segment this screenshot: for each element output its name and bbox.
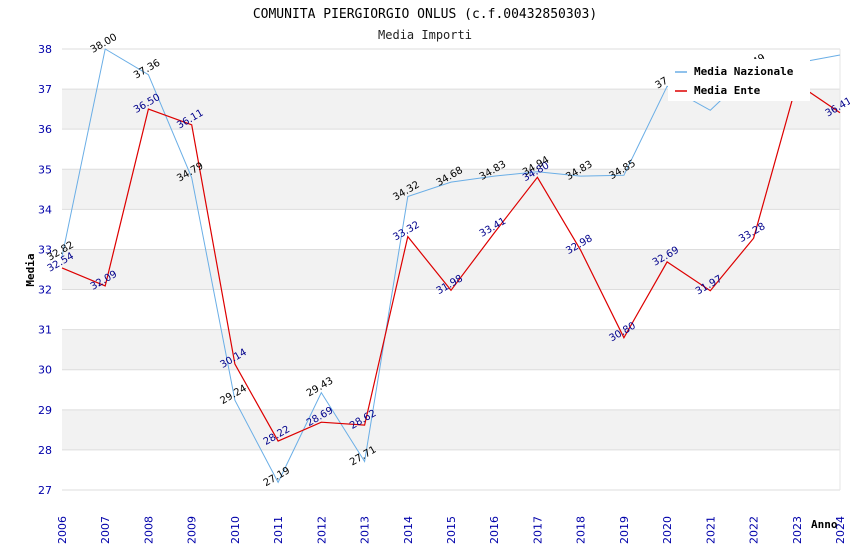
legend-box [668, 59, 810, 101]
x-tick-label: 2012 [315, 516, 328, 544]
x-tick-label: 2009 [186, 516, 199, 544]
x-tick-label: 2007 [99, 516, 112, 544]
y-tick-label: 34 [38, 203, 52, 216]
y-tick-label: 31 [38, 324, 52, 337]
grid-band [62, 289, 840, 330]
x-tick-label: 2010 [229, 516, 242, 544]
x-tick-label: 2014 [402, 516, 415, 544]
x-tick-label: 2020 [661, 516, 674, 544]
x-tick-label: 2023 [791, 516, 804, 544]
chart-subtitle: Media Importi [378, 28, 472, 42]
x-tick-label: 2022 [748, 516, 761, 544]
x-tick-label: 2019 [618, 516, 631, 544]
series-line-0 [61, 48, 841, 484]
y-tick-label: 30 [38, 364, 52, 377]
x-tick-label: 2021 [704, 516, 717, 544]
grid-band [62, 409, 840, 450]
y-tick-label: 37 [38, 83, 52, 96]
series-line-1 [61, 82, 841, 442]
y-tick-label: 27 [38, 484, 52, 497]
y-tick-label: 36 [38, 123, 52, 136]
y-axis-ticks: 27 28 29 30 31 32 33 34 35 36 37 38 [38, 43, 52, 497]
grid-band [62, 209, 840, 250]
x-tick-label: 2008 [142, 516, 155, 544]
grid-band [62, 169, 840, 210]
y-tick-label: 28 [38, 444, 52, 457]
grid-band [62, 329, 840, 370]
x-tick-label: 2006 [56, 516, 69, 544]
x-tick-label: 2011 [272, 516, 285, 544]
x-tick-label: 2024 [834, 516, 847, 544]
y-tick-label: 32 [38, 284, 52, 297]
y-tick-label: 29 [38, 404, 52, 417]
x-tick-label: 2015 [445, 516, 458, 544]
grid-bands [62, 48, 841, 491]
x-tick-label: 2018 [575, 516, 588, 544]
grid-band [62, 249, 840, 290]
y-tick-label: 35 [38, 163, 52, 176]
x-tick-label: 2013 [359, 516, 372, 544]
y-tick-label: 33 [38, 243, 52, 256]
x-tick-label: 2017 [531, 516, 544, 544]
grid-band [62, 369, 840, 410]
legend-label-ente: Media Ente [694, 84, 761, 97]
grid-band [62, 129, 840, 170]
series-lines [61, 48, 841, 484]
y-axis-label: Media [24, 253, 37, 286]
legend: Media Nazionale Media Ente [668, 59, 810, 101]
legend-label-nazionale: Media Nazionale [694, 65, 794, 78]
y-tick-label: 38 [38, 43, 52, 56]
chart-title: COMUNITA PIERGIORGIO ONLUS (c.f.00432850… [253, 7, 597, 22]
x-axis-ticks: 2006 2007 2008 2009 2010 2011 2012 2013 2014 2015… [56, 516, 847, 544]
x-axis-label: Anno [811, 518, 838, 531]
grid-band [62, 449, 840, 490]
x-tick-label: 2016 [488, 516, 501, 544]
